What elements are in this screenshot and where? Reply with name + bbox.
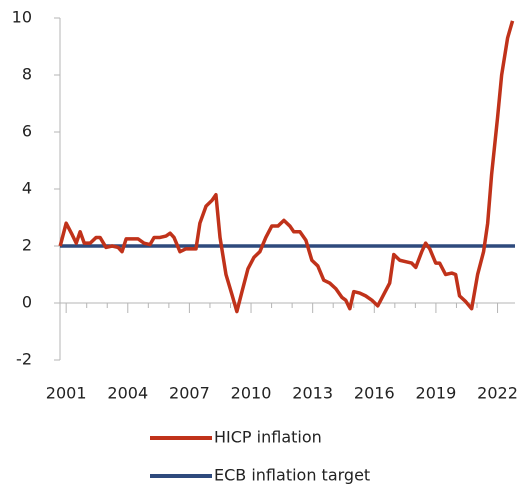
y-tick-label: 6	[22, 122, 32, 141]
y-tick-label: 0	[22, 293, 32, 312]
x-tick-label: 2013	[292, 384, 333, 403]
x-tick-label: 2010	[231, 384, 272, 403]
x-tick-label: 2001	[46, 384, 87, 403]
x-tick-label: 2004	[107, 384, 148, 403]
y-tick-label: 2	[22, 236, 32, 255]
x-tick-label: 2016	[354, 384, 395, 403]
line-series	[58, 20, 515, 314]
legend-label: ECB inflation target	[214, 466, 370, 485]
y-tick-label: 4	[22, 179, 32, 198]
y-tick-label: -2	[16, 350, 32, 369]
x-tick-label: 2019	[416, 384, 457, 403]
x-tick-label: 2007	[169, 384, 210, 403]
legend-label: HICP inflation	[214, 428, 322, 447]
y-tick-label: 10	[12, 8, 32, 27]
y-tick-label: 8	[22, 65, 32, 84]
x-tick-label: 2022	[477, 384, 518, 403]
